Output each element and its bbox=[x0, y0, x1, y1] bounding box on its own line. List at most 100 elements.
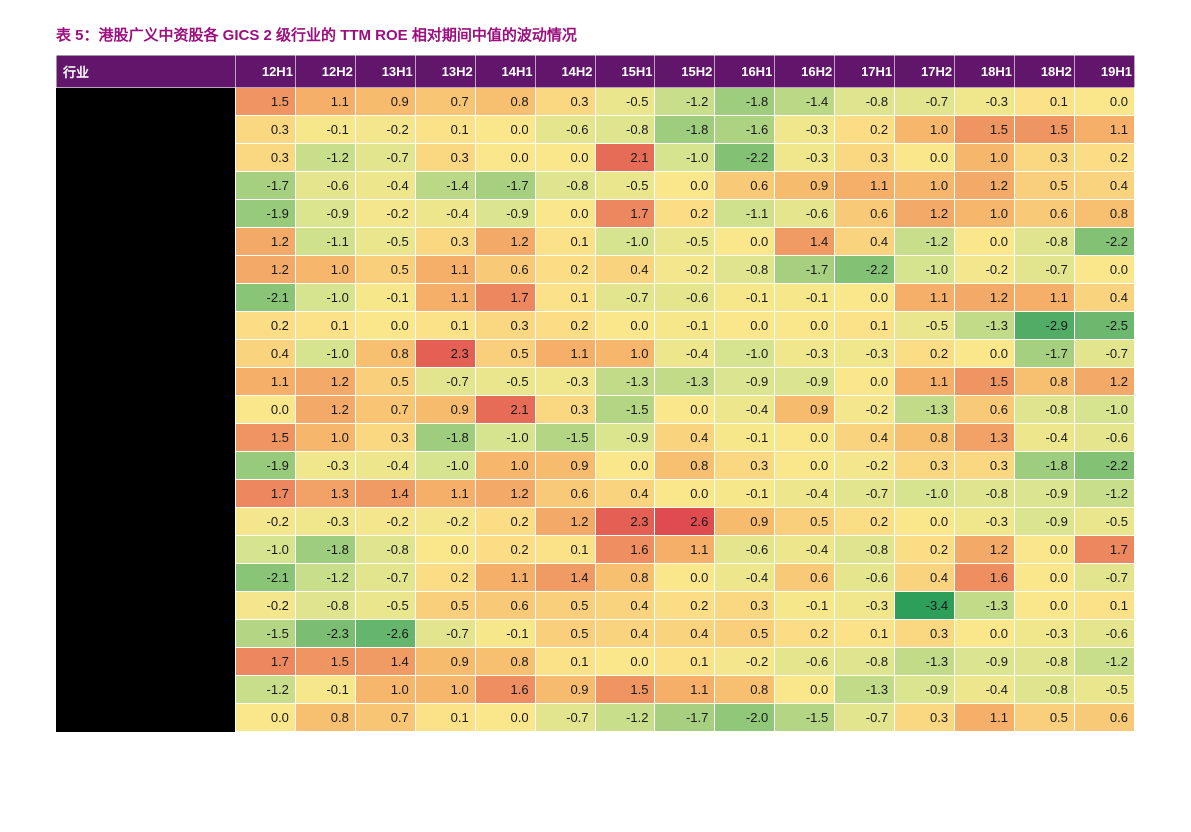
heatmap-cell: 0.6 bbox=[835, 200, 895, 228]
heatmap-cell: -0.7 bbox=[595, 284, 655, 312]
heatmap-cell: -0.5 bbox=[895, 312, 955, 340]
row-label bbox=[57, 648, 236, 676]
heatmap-cell: -1.2 bbox=[895, 228, 955, 256]
column-header: 15H1 bbox=[595, 56, 655, 88]
heatmap-cell: 0.1 bbox=[535, 284, 595, 312]
heatmap-cell: -0.5 bbox=[475, 368, 535, 396]
heatmap-cell: -0.2 bbox=[236, 508, 296, 536]
heatmap-cell: -3.4 bbox=[895, 592, 955, 620]
heatmap-cell: 1.0 bbox=[895, 116, 955, 144]
heatmap-cell: -2.5 bbox=[1074, 312, 1134, 340]
heatmap-cell: -0.7 bbox=[895, 88, 955, 116]
heatmap-cell: -0.2 bbox=[355, 508, 415, 536]
heatmap-cell: -0.6 bbox=[775, 648, 835, 676]
heatmap-cell: 1.2 bbox=[475, 228, 535, 256]
heatmap-cell: 0.0 bbox=[415, 536, 475, 564]
heatmap-cell: 0.5 bbox=[1014, 704, 1074, 732]
heatmap-cell: -0.1 bbox=[775, 284, 835, 312]
heatmap-cell: 1.4 bbox=[355, 480, 415, 508]
heatmap-cell: 1.7 bbox=[1074, 536, 1134, 564]
column-header: 16H1 bbox=[715, 56, 775, 88]
heatmap-cell: 1.7 bbox=[475, 284, 535, 312]
heatmap-cell: -0.8 bbox=[835, 536, 895, 564]
heatmap-cell: -1.0 bbox=[475, 424, 535, 452]
heatmap-cell: 0.4 bbox=[595, 592, 655, 620]
row-label bbox=[57, 536, 236, 564]
heatmap-cell: -0.4 bbox=[715, 564, 775, 592]
table-row: 0.4-1.00.82.30.51.11.0-0.4-1.0-0.3-0.30.… bbox=[57, 340, 1135, 368]
heatmap-cell: 0.2 bbox=[655, 200, 715, 228]
heatmap-cell: 0.0 bbox=[535, 200, 595, 228]
heatmap-cell: 0.6 bbox=[475, 256, 535, 284]
heatmap-cell: 0.4 bbox=[655, 620, 715, 648]
heatmap-cell: 1.2 bbox=[955, 284, 1015, 312]
heatmap-cell: 0.0 bbox=[835, 284, 895, 312]
table-row: 0.3-1.2-0.70.30.00.02.1-1.0-2.2-0.30.30.… bbox=[57, 144, 1135, 172]
heatmap-cell: -0.2 bbox=[236, 592, 296, 620]
heatmap-cell: -0.8 bbox=[1014, 396, 1074, 424]
heatmap-cell: 0.0 bbox=[1074, 256, 1134, 284]
heatmap-cell: -1.3 bbox=[955, 592, 1015, 620]
heatmap-cell: 1.5 bbox=[955, 368, 1015, 396]
heatmap-cell: 0.0 bbox=[775, 312, 835, 340]
heatmap-cell: 0.2 bbox=[236, 312, 296, 340]
heatmap-cell: 0.0 bbox=[955, 228, 1015, 256]
heatmap-cell: -2.6 bbox=[355, 620, 415, 648]
heatmap-cell: 1.0 bbox=[595, 340, 655, 368]
heatmap-cell: -0.3 bbox=[835, 592, 895, 620]
heatmap-cell: 0.4 bbox=[595, 480, 655, 508]
heatmap-cell: 0.0 bbox=[895, 508, 955, 536]
row-header-label: 行业 bbox=[57, 56, 236, 88]
heatmap-cell: -1.5 bbox=[595, 396, 655, 424]
row-label bbox=[57, 592, 236, 620]
heatmap-cell: 0.8 bbox=[595, 564, 655, 592]
heatmap-cell: 0.7 bbox=[355, 396, 415, 424]
heatmap-cell: -0.3 bbox=[1014, 620, 1074, 648]
heatmap-cell: 1.7 bbox=[595, 200, 655, 228]
heatmap-cell: -1.0 bbox=[595, 228, 655, 256]
heatmap-cell: -0.6 bbox=[775, 200, 835, 228]
table-row: -0.2-0.3-0.2-0.20.21.22.32.60.90.50.20.0… bbox=[57, 508, 1135, 536]
heatmap-cell: 1.2 bbox=[895, 200, 955, 228]
row-label bbox=[57, 256, 236, 284]
heatmap-cell: -0.7 bbox=[535, 704, 595, 732]
heatmap-cell: 1.0 bbox=[295, 256, 355, 284]
heatmap-cell: 0.0 bbox=[775, 424, 835, 452]
table-row: -1.7-0.6-0.4-1.4-1.7-0.8-0.50.00.60.91.1… bbox=[57, 172, 1135, 200]
heatmap-cell: 1.1 bbox=[955, 704, 1015, 732]
heatmap-cell: 1.5 bbox=[955, 116, 1015, 144]
heatmap-cell: 0.2 bbox=[475, 536, 535, 564]
heatmap-cell: -1.3 bbox=[595, 368, 655, 396]
heatmap-cell: 0.0 bbox=[835, 368, 895, 396]
heatmap-cell: 0.0 bbox=[1014, 592, 1074, 620]
heatmap-cell: 0.4 bbox=[1074, 284, 1134, 312]
heatmap-cell: -0.7 bbox=[415, 620, 475, 648]
heatmap-cell: -0.8 bbox=[1014, 676, 1074, 704]
heatmap-cell: 1.3 bbox=[955, 424, 1015, 452]
heatmap-cell: 0.3 bbox=[715, 452, 775, 480]
heatmap-cell: -0.8 bbox=[955, 480, 1015, 508]
heatmap-cell: 1.1 bbox=[415, 256, 475, 284]
heatmap-cell: -1.9 bbox=[236, 200, 296, 228]
row-label bbox=[57, 676, 236, 704]
heatmap-cell: 0.0 bbox=[715, 312, 775, 340]
heatmap-cell: 0.9 bbox=[775, 396, 835, 424]
heatmap-cell: 0.9 bbox=[535, 452, 595, 480]
table-row: 1.51.00.3-1.8-1.0-1.5-0.90.4-0.10.00.40.… bbox=[57, 424, 1135, 452]
heatmap-cell: 1.4 bbox=[775, 228, 835, 256]
heatmap-cell: 0.9 bbox=[715, 508, 775, 536]
heatmap-cell: 0.0 bbox=[236, 396, 296, 424]
heatmap-cell: 0.8 bbox=[655, 452, 715, 480]
heatmap-cell: 1.7 bbox=[236, 480, 296, 508]
heatmap-cell: 0.3 bbox=[715, 592, 775, 620]
heatmap-cell: 0.6 bbox=[715, 172, 775, 200]
heatmap-cell: 0.2 bbox=[655, 592, 715, 620]
heatmap-cell: 0.9 bbox=[415, 396, 475, 424]
heatmap-cell: -1.6 bbox=[715, 116, 775, 144]
heatmap-cell: -0.9 bbox=[895, 676, 955, 704]
heatmap-cell: -0.2 bbox=[355, 116, 415, 144]
heatmap-cell: 0.0 bbox=[236, 704, 296, 732]
heatmap-cell: -1.7 bbox=[475, 172, 535, 200]
heatmap-cell: -1.3 bbox=[835, 676, 895, 704]
heatmap-cell: 1.5 bbox=[595, 676, 655, 704]
